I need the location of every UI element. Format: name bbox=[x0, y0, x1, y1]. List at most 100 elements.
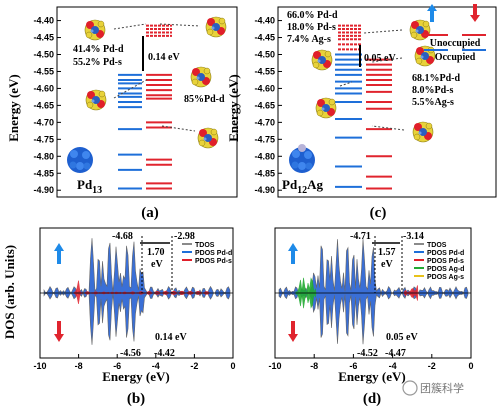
panel-b-gap-big-unit: eV bbox=[151, 259, 163, 270]
ytick-label: -4.75 bbox=[33, 134, 54, 144]
xtick-label: -4 bbox=[389, 361, 397, 371]
panel-d-gap-big: 1.57 bbox=[378, 247, 396, 258]
ytick-label: -4.60 bbox=[254, 83, 275, 93]
panel-c-orbital-image-2 bbox=[311, 49, 333, 71]
panel-b-gap-big: 1.70 bbox=[147, 247, 165, 258]
xtick-label: -6 bbox=[113, 361, 121, 371]
panel-c-name: Pd12Ag bbox=[282, 177, 324, 196]
legend-tdos: TDOS bbox=[195, 242, 215, 249]
legend-pd-d: PDOS Pd-d bbox=[195, 250, 232, 257]
panel-d-label: (d) bbox=[363, 391, 381, 407]
panel-c-homo-comp-2: 8.0%Pd-s bbox=[412, 85, 454, 96]
panel-a-guide bbox=[113, 23, 147, 30]
panel-d-gap-small: 0.05 eV bbox=[386, 332, 418, 343]
panel-a-homo-orbital-image bbox=[84, 19, 106, 41]
legend-d-pd-s: PDOS Pd-s bbox=[427, 258, 464, 265]
legend-d-pd-d: PDOS Pd-d bbox=[427, 250, 464, 257]
panel-c-homo-comp-1: 68.1%Pd-d bbox=[412, 73, 461, 84]
panel-c-lumo-orbital-image bbox=[409, 19, 431, 41]
xtick-label: -8 bbox=[75, 361, 83, 371]
panel-b-peak-3: -4.56 bbox=[120, 348, 141, 359]
panel-b-peak-2: -2.98 bbox=[174, 231, 195, 242]
panel-a-lumo-orbital-image bbox=[205, 16, 227, 38]
panel-c-ag-atom bbox=[298, 144, 306, 152]
ytick-label: -4.60 bbox=[33, 83, 54, 93]
ytick-label: -4.55 bbox=[254, 66, 275, 76]
panel-d-xticks: -10 -8 -6 -4 -2 0 bbox=[268, 354, 474, 371]
panel-c-gap-text: 0.05 eV bbox=[364, 53, 396, 64]
xtick-label: -10 bbox=[33, 361, 46, 371]
panel-a-guide-2 bbox=[159, 23, 201, 27]
panel-a-name: Pd13 bbox=[77, 177, 102, 196]
ytick-label: -4.80 bbox=[33, 151, 54, 161]
panel-c-orbital-image-5 bbox=[412, 121, 434, 143]
panel-d-xlabel: Energy (eV) bbox=[338, 369, 406, 384]
panel-c-frame bbox=[277, 6, 497, 198]
panel-b-xlabel: Energy (eV) bbox=[102, 369, 170, 384]
panel-a-label: (a) bbox=[141, 205, 159, 221]
panel-a-guide-4 bbox=[161, 125, 196, 132]
legend-d-tdos: TDOS bbox=[427, 242, 447, 249]
panel-c-ylabel: Energy (eV) bbox=[226, 74, 241, 142]
ytick-label: -4.90 bbox=[33, 185, 54, 195]
panel-b: DOS (arb. Units) -10 -8 -6 -4 -2 0 -4.68 -2.9… bbox=[2, 227, 236, 407]
xtick-label: -8 bbox=[310, 361, 318, 371]
panel-a-ylabel: Energy (eV) bbox=[6, 74, 21, 142]
ytick-label: -4.85 bbox=[254, 168, 275, 178]
ytick-label: -4.90 bbox=[254, 185, 275, 195]
panel-c-levels bbox=[335, 24, 392, 190]
up-arrow-icon bbox=[427, 4, 437, 22]
panel-d-peak-1: -4.71 bbox=[350, 231, 371, 242]
xtick-label: -6 bbox=[349, 361, 357, 371]
panel-c-homo-comp-3: 5.5%Ag-s bbox=[412, 97, 454, 108]
panel-b-xticks: -10 -8 -6 -4 -2 0 bbox=[33, 354, 236, 371]
ytick-label: -4.65 bbox=[33, 100, 54, 110]
ytick-label: -4.75 bbox=[254, 134, 275, 144]
panel-a-yticks: -4.40 -4.45 -4.50 -4.55 -4.60 -4.65 -4.70 -4.75… bbox=[33, 16, 61, 195]
panel-a-gap-text: 0.14 eV bbox=[148, 52, 180, 63]
panel-a-guide-3 bbox=[113, 78, 149, 99]
panel-b-legend: TDOS PDOS Pd-d PDOS Pd-s bbox=[182, 242, 232, 265]
panel-b-peak-1: -4.68 bbox=[112, 231, 133, 242]
panel-d-peak-4: -4.47 bbox=[385, 348, 406, 359]
xtick-label: 0 bbox=[468, 361, 473, 371]
legend-d-ag-d: PDOS Ag-d bbox=[427, 266, 464, 273]
ytick-label: -4.40 bbox=[33, 16, 54, 26]
panel-b-peak-4: -4.42 bbox=[154, 348, 175, 359]
panel-c: Energy (eV) -4.40-4.45-4.50-4.55-4.60-4.… bbox=[226, 4, 497, 221]
xtick-label: -2 bbox=[190, 361, 198, 371]
panel-c-guide-2 bbox=[371, 57, 403, 63]
legend-occupied: Occupied bbox=[435, 52, 476, 63]
xtick-label: -4 bbox=[152, 361, 160, 371]
panel-c-guide bbox=[363, 29, 403, 34]
panel-a: Energy (eV) -4.40-4.45-4.50-4.55-4.60-4.… bbox=[6, 6, 238, 221]
panel-a-lumo-comp: 85%Pd-d bbox=[184, 94, 225, 105]
ytick-label: -4.70 bbox=[254, 117, 275, 127]
ytick-label: -4.80 bbox=[254, 151, 275, 161]
panel-a-orbital-image-5 bbox=[197, 127, 219, 149]
ytick-label: -4.50 bbox=[254, 50, 275, 60]
panel-c-lumo-comp-3: 7.4% Ag-s bbox=[287, 34, 331, 45]
panel-a-orbital-image-4 bbox=[85, 89, 107, 111]
spin-down-arrow-icon-d bbox=[288, 321, 298, 342]
panel-b-label: (b) bbox=[127, 391, 145, 407]
panel-c-lumo-comp-2: 18.0% Pd-s bbox=[287, 22, 336, 33]
legend-unoccupied: Unoccupied bbox=[430, 38, 481, 49]
panel-a-orbital-image-3 bbox=[190, 66, 212, 88]
watermark-text: 团簇科学 bbox=[420, 381, 464, 395]
wechat-icon bbox=[402, 380, 418, 396]
watermark: 团簇科学 bbox=[402, 380, 464, 396]
panel-d: -10 -8 -6 -4 -2 0 -4.71 -3.14 1.57 eV 0.05 eV… bbox=[268, 227, 474, 407]
panel-a-homo-comp-1: 41.4% Pd-d bbox=[73, 44, 124, 55]
panel-d-gap-big-unit: eV bbox=[381, 259, 393, 270]
panel-d-legend: TDOS PDOS Pd-d PDOS Pd-s PDOS Ag-d PDOS … bbox=[414, 242, 464, 281]
panel-c-yticks: -4.40 -4.45 -4.50 -4.55 -4.60 -4.65 -4.70 -4.75… bbox=[254, 16, 282, 195]
ytick-label: -4.40 bbox=[254, 16, 275, 26]
panel-b-gap-small: 0.14 eV bbox=[155, 332, 187, 343]
legend-d-ag-s: PDOS Ag-s bbox=[427, 274, 464, 281]
ytick-label: -4.65 bbox=[254, 100, 275, 110]
ytick-label: -4.45 bbox=[254, 33, 275, 43]
panel-d-peak-2: -3.14 bbox=[403, 231, 424, 242]
panel-c-orbital-image-4 bbox=[315, 97, 337, 119]
